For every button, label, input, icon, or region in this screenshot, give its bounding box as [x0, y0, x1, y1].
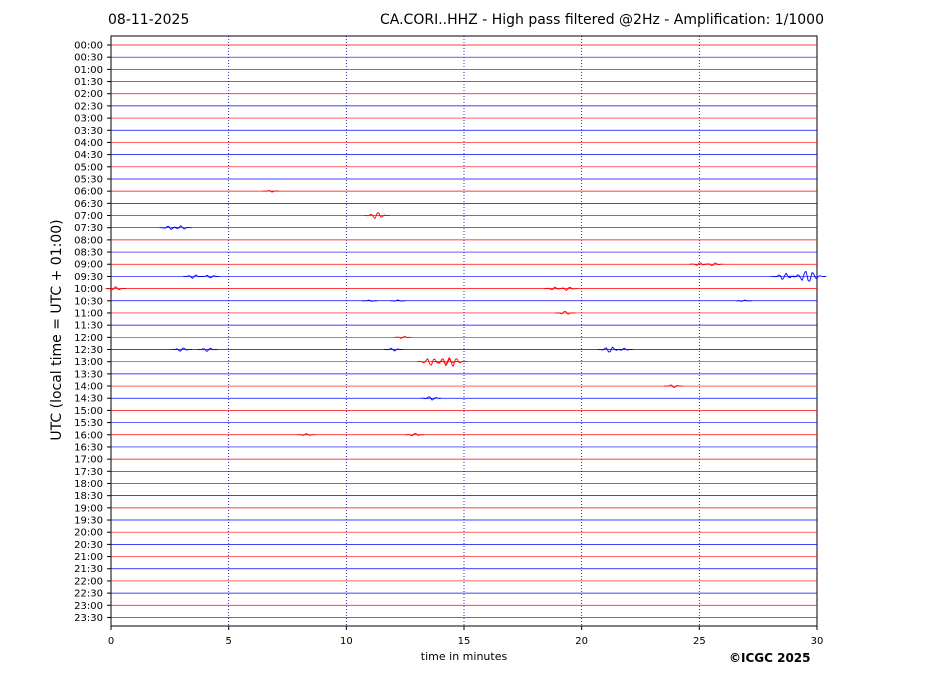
y-tick-label: 12:00 [74, 333, 103, 344]
y-tick-label: 08:30 [74, 248, 103, 259]
y-tick-label: 15:00 [74, 406, 103, 417]
seismic-event [420, 396, 442, 401]
y-tick-label: 12:30 [74, 345, 103, 356]
y-tick-label: 09:30 [74, 272, 103, 283]
seismic-event [171, 225, 192, 230]
seismic-event [159, 225, 180, 230]
y-tick-label: 22:30 [74, 589, 103, 600]
y-tick-label: 00:00 [74, 41, 103, 52]
y-tick-label: 15:30 [74, 418, 103, 429]
y-tick-label: 06:30 [74, 199, 103, 210]
y-tick-label: 20:30 [74, 540, 103, 551]
y-tick-label: 00:30 [74, 53, 103, 64]
y-tick-label: 07:30 [74, 223, 103, 234]
x-tick-label: 30 [811, 636, 824, 647]
y-tick-label: 18:30 [74, 491, 103, 502]
x-tick-label: 25 [693, 636, 706, 647]
y-tick-label: 13:00 [74, 357, 103, 368]
y-tick-label: 10:30 [74, 296, 103, 307]
seismic-event [200, 274, 220, 279]
seismic-event [788, 270, 827, 282]
y-tick-label: 18:00 [74, 479, 103, 490]
y-tick-label: 07:00 [74, 211, 103, 222]
y-tick-label: 19:00 [74, 503, 103, 514]
seismic-event [736, 299, 752, 302]
y-tick-label: 16:30 [74, 442, 103, 453]
plot-title: CA.CORI..HHZ - High pass filtered @2Hz -… [380, 12, 824, 28]
seismic-event [363, 212, 390, 220]
seismic-event [197, 347, 218, 352]
y-axis-label: UTC (local time = UTC + 01:00) [49, 219, 65, 441]
seismic-event [262, 190, 280, 193]
y-tick-label: 10:00 [74, 284, 103, 295]
seismic-event [615, 347, 633, 351]
y-tick-label: 16:00 [74, 430, 103, 441]
x-tick-label: 0 [108, 636, 114, 647]
seismic-event [557, 286, 578, 292]
seismic-event [394, 335, 412, 339]
seismic-event [390, 299, 406, 302]
seismic-event [362, 299, 378, 302]
seismic-event [554, 310, 576, 315]
y-tick-label: 13:30 [74, 369, 103, 380]
seismic-event [703, 262, 723, 266]
seismic-event [171, 347, 192, 352]
y-tick-label: 14:00 [74, 382, 103, 393]
x-tick-label: 5 [225, 636, 231, 647]
y-tick-label: 23:00 [74, 601, 103, 612]
y-tick-label: 05:00 [74, 162, 103, 173]
plot-date: 08-11-2025 [108, 12, 190, 28]
y-tick-label: 04:00 [74, 138, 103, 149]
x-tick-label: 15 [458, 636, 471, 647]
copyright-text: ©ICGC 2025 [729, 651, 811, 665]
y-tick-label: 09:00 [74, 260, 103, 271]
seismic-event [383, 347, 403, 352]
y-tick-label: 01:30 [74, 77, 103, 88]
y-tick-label: 14:30 [74, 394, 103, 405]
y-tick-label: 01:00 [74, 65, 103, 76]
x-tick-label: 20 [575, 636, 588, 647]
y-tick-label: 23:30 [74, 613, 103, 624]
y-tick-label: 11:30 [74, 321, 103, 332]
y-tick-label: 03:30 [74, 126, 103, 137]
y-tick-label: 21:00 [74, 552, 103, 563]
y-tick-label: 08:00 [74, 235, 103, 246]
y-tick-label: 21:30 [74, 564, 103, 575]
seismic-event [663, 384, 683, 388]
y-tick-label: 03:00 [74, 114, 103, 125]
seismic-event [436, 356, 468, 368]
y-tick-label: 19:30 [74, 516, 103, 527]
seismic-event [105, 286, 126, 291]
x-axis-label: time in minutes [420, 650, 508, 663]
seismic-event [183, 274, 204, 280]
y-tick-label: 05:30 [74, 174, 103, 185]
y-tick-label: 04:30 [74, 150, 103, 161]
y-tick-label: 02:00 [74, 89, 103, 100]
y-tick-label: 17:30 [74, 467, 103, 478]
y-tick-label: 20:00 [74, 528, 103, 539]
seismic-event [297, 432, 316, 436]
y-tick-label: 22:00 [74, 576, 103, 587]
seismic-event [405, 432, 425, 437]
y-tick-label: 06:00 [74, 187, 103, 198]
y-tick-label: 11:00 [74, 308, 103, 319]
y-tick-label: 17:00 [74, 455, 103, 466]
x-tick-label: 10 [340, 636, 353, 647]
y-tick-label: 02:30 [74, 101, 103, 112]
